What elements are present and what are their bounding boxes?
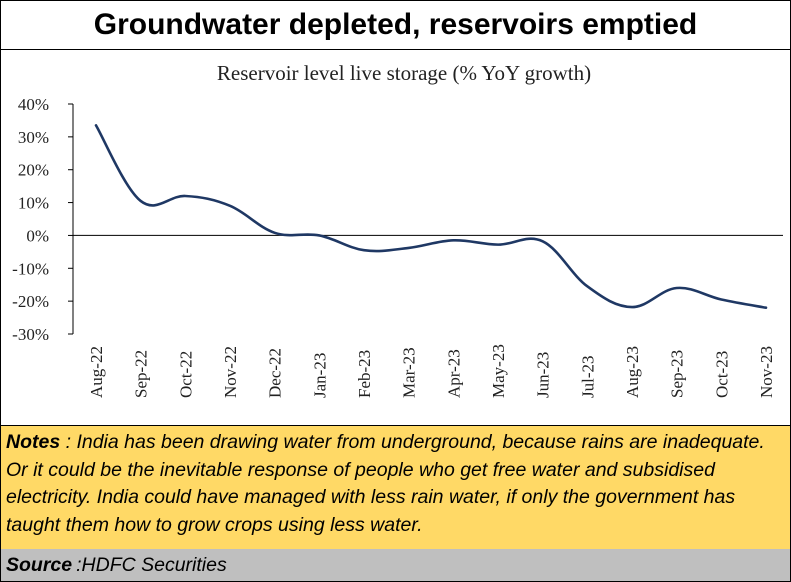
line-chart: Reservoir level live storage (% YoY grow… <box>12 61 783 399</box>
x-tick-label: Sep-23 <box>668 350 687 398</box>
x-tick-label: Jan-23 <box>310 353 329 398</box>
y-tick-label: 20% <box>18 161 49 180</box>
x-tick-label: Aug-22 <box>87 346 106 398</box>
y-tick-label: -20% <box>12 292 49 311</box>
x-tick-label: Jul-23 <box>578 356 597 399</box>
notes-box: Notes : India has been drawing water fro… <box>1 425 790 552</box>
source-text: HDFC Securities <box>81 553 227 576</box>
x-tick-label: May-23 <box>489 344 508 398</box>
y-tick-label: 10% <box>18 194 49 213</box>
x-tick-label: Mar-23 <box>400 347 419 398</box>
source-bar: Source : HDFC Securities <box>1 549 790 581</box>
x-tick-label: Jun-23 <box>534 352 553 398</box>
series-layer <box>94 124 768 310</box>
chart-title: Reservoir level live storage (% YoY grow… <box>217 61 591 85</box>
y-tick-label: 0% <box>26 226 49 245</box>
y-tick-label: 40% <box>18 95 49 114</box>
y-tick-label: -30% <box>12 325 49 344</box>
x-tick-label: Oct-22 <box>176 351 195 398</box>
x-tick-label: Sep-22 <box>132 350 151 398</box>
y-tick-label: 30% <box>18 128 49 147</box>
x-tick-label: Oct-23 <box>712 351 731 398</box>
x-tick-label: Nov-23 <box>757 346 776 398</box>
source-label: Source <box>6 553 73 576</box>
y-tick-label: -10% <box>12 259 49 278</box>
source-separator: : <box>76 553 82 576</box>
x-tick-label: Aug-23 <box>623 346 642 398</box>
y-axis: 40% 30% 20% 10% 0% -10% -20% -30% <box>12 95 74 344</box>
x-tick-label: Apr-23 <box>444 349 463 398</box>
notes-label: Notes <box>6 431 61 453</box>
notes-text: India has been drawing water from underg… <box>6 431 765 536</box>
x-axis: Aug-22 Sep-22 Oct-22 Nov-22 Dec-22 Jan-23 Feb-… <box>73 234 783 399</box>
x-tick-label: Nov-22 <box>221 346 240 398</box>
notes-separator: : <box>60 431 77 453</box>
x-tick-label: Feb-23 <box>355 350 374 398</box>
x-tick-label: Dec-22 <box>266 348 285 398</box>
chart-area: Reservoir level live storage (% YoY grow… <box>1 50 790 425</box>
headline: Groundwater depleted, reservoirs emptied <box>1 1 790 50</box>
series-line <box>94 124 768 310</box>
